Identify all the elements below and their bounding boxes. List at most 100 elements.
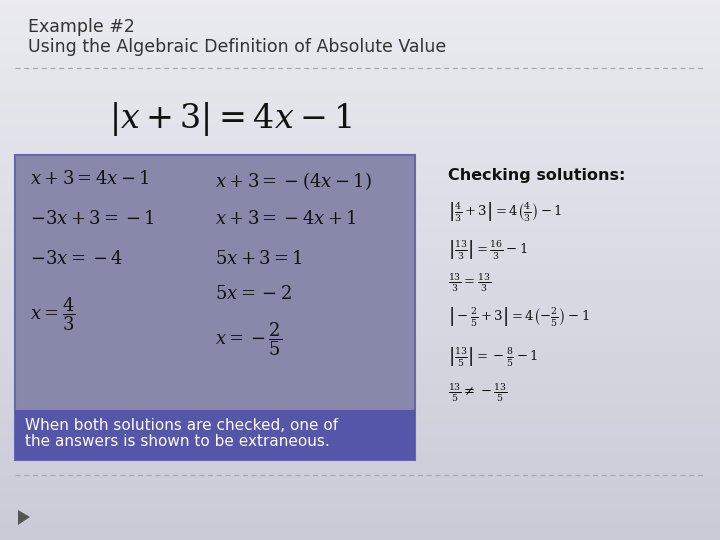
Bar [0,427,720,432]
Bar [0,27,720,32]
Bar [0,432,720,437]
Bar [0,189,720,194]
Text: $\frac{13}{3}=\frac{13}{3}$: $\frac{13}{3}=\frac{13}{3}$ [448,272,491,294]
Bar [0,324,720,329]
Bar [0,92,720,97]
Bar [0,362,720,367]
Bar [0,227,720,232]
Bar [0,130,720,135]
Bar [0,394,720,400]
Bar [0,518,720,524]
Bar [0,162,720,167]
Bar [0,502,720,508]
Text: When both solutions are checked, one of: When both solutions are checked, one of [25,418,338,433]
Bar [0,97,720,103]
Bar [0,140,720,146]
Bar [0,32,720,38]
Bar [0,443,720,448]
Bar [0,54,720,59]
Bar [0,200,720,205]
Bar [0,319,720,324]
Bar [0,475,720,481]
Bar [0,157,720,162]
Bar [0,470,720,475]
Bar [0,43,720,49]
Bar [0,356,720,362]
Bar [0,221,720,227]
Bar [0,437,720,443]
Text: $x+3=-(4x-1)$: $x+3=-(4x-1)$ [215,170,372,192]
Bar [0,367,720,373]
Bar [0,373,720,378]
Text: $x=\dfrac{4}{3}$: $x=\dfrac{4}{3}$ [30,295,76,333]
Bar [0,497,720,502]
Bar [0,297,720,302]
Bar [0,211,720,216]
Bar [0,124,720,130]
Bar [0,173,720,178]
Bar [0,389,720,394]
Bar [0,416,720,421]
Bar [0,65,720,70]
Bar [0,281,720,286]
Bar [0,286,720,292]
Text: the answers is shown to be extraneous.: the answers is shown to be extraneous. [25,434,330,449]
Bar [0,243,720,248]
Bar [0,86,720,92]
Bar [0,194,720,200]
Bar [0,448,720,454]
Bar [0,529,720,535]
Bar [0,238,720,243]
Bar [0,0,720,5]
Text: $5x=-2$: $5x=-2$ [215,285,292,303]
Bar [0,275,720,281]
Text: $\frac{13}{5}\neq-\frac{13}{5}$: $\frac{13}{5}\neq-\frac{13}{5}$ [448,382,508,404]
Bar [0,205,720,211]
Bar [15,155,415,460]
Text: Example #2: Example #2 [28,18,135,36]
Text: Using the Algebraic Definition of Absolute Value: Using the Algebraic Definition of Absolu… [28,38,446,56]
Bar [0,59,720,65]
Bar [0,486,720,491]
Bar [0,108,720,113]
Bar [0,508,720,513]
Bar [0,346,720,351]
Bar [0,340,720,346]
Bar [0,49,720,54]
Bar [0,313,720,319]
Bar [0,524,720,529]
Text: $5x+3=1$: $5x+3=1$ [215,250,303,268]
Bar [15,410,415,460]
Text: $|x+3|=4x-1$: $|x+3|=4x-1$ [109,100,351,138]
Bar [0,146,720,151]
Bar [0,481,720,486]
Bar [0,329,720,335]
Text: $x=-\dfrac{2}{5}$: $x=-\dfrac{2}{5}$ [215,320,282,357]
Bar [0,178,720,184]
Text: $\left|\frac{13}{3}\right|=\frac{16}{3}-1$: $\left|\frac{13}{3}\right|=\frac{16}{3}-… [448,238,528,261]
Text: $x+3=4x-1$: $x+3=4x-1$ [30,170,150,188]
Bar [0,513,720,518]
Bar [0,454,720,459]
Bar [0,103,720,108]
Bar [0,232,720,238]
Bar [0,22,720,27]
Bar [0,378,720,383]
Bar [0,167,720,173]
Bar [0,70,720,76]
Bar [0,151,720,157]
Bar [0,135,720,140]
Bar [0,119,720,124]
Bar [0,254,720,259]
Bar [0,216,720,221]
Text: $\left|\frac{4}{3}+3\right|=4\left(\frac{4}{3}\right)-1$: $\left|\frac{4}{3}+3\right|=4\left(\frac… [448,200,562,223]
Bar [0,464,720,470]
Text: $\left|-\frac{2}{5}+3\right|=4\left(-\frac{2}{5}\right)-1$: $\left|-\frac{2}{5}+3\right|=4\left(-\fr… [448,305,590,328]
Text: $-3x+3=-1$: $-3x+3=-1$ [30,210,155,228]
Bar [0,184,720,189]
Text: Checking solutions:: Checking solutions: [448,168,626,183]
Bar [0,265,720,270]
Bar [0,11,720,16]
Bar [0,113,720,119]
Bar [0,38,720,43]
